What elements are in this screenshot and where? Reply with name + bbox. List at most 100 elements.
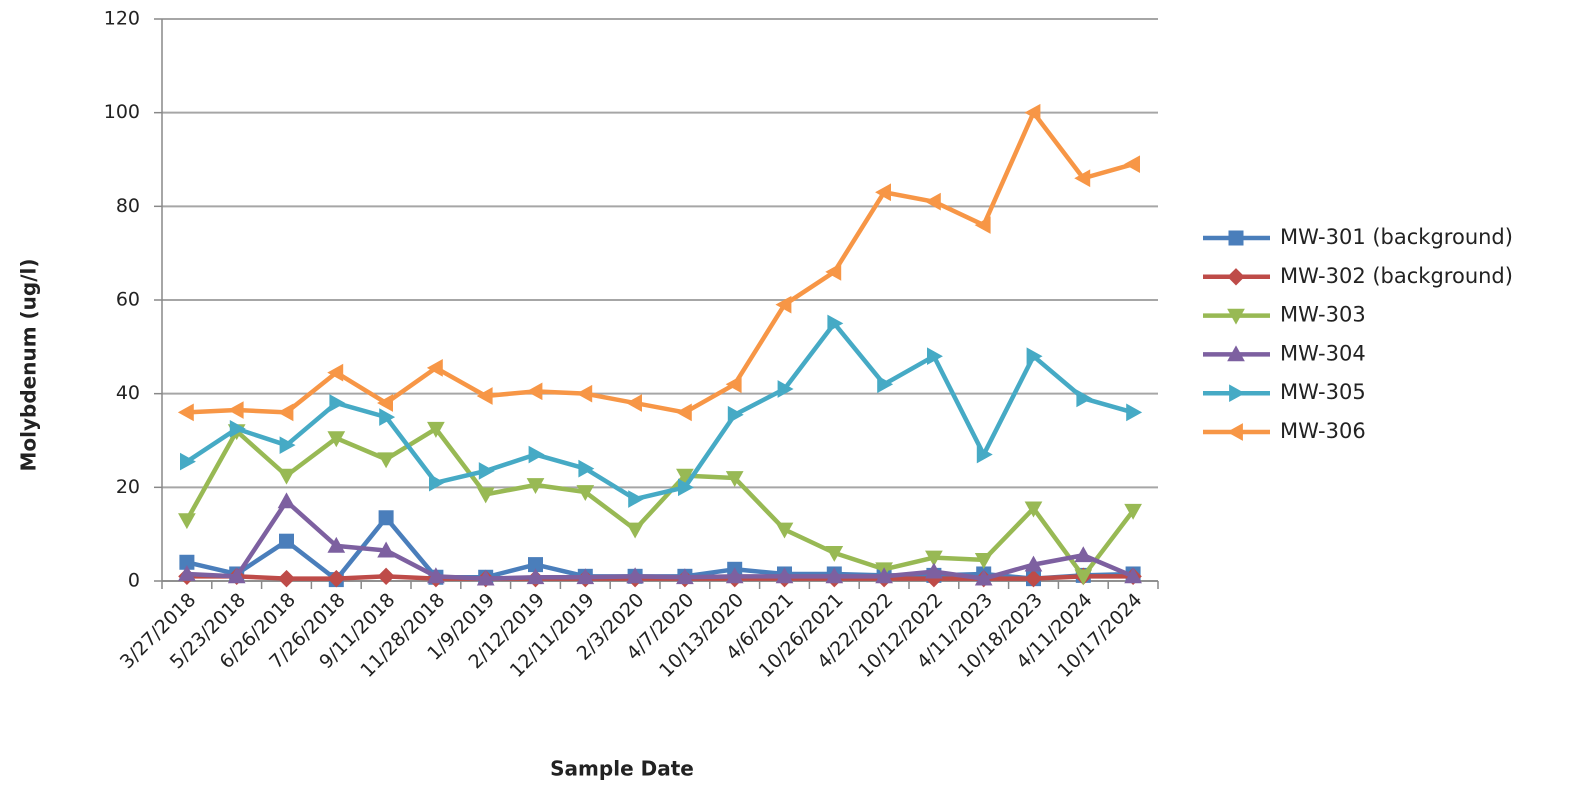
data-point [429,473,445,492]
data-point [279,533,294,549]
data-point [678,478,694,497]
data-point [377,567,395,586]
data-point [377,541,395,558]
legend-label: MW-306 [1280,419,1366,443]
data-point [725,471,744,487]
data-point [576,485,595,502]
y-tick-label: 80 [116,195,140,217]
legend-marker [1228,230,1244,246]
data-point [725,567,744,584]
data-point [578,459,595,478]
data-point [676,568,694,585]
data-point [526,568,545,585]
data-point [180,452,196,471]
data-point [775,295,792,314]
legend-label: MW-305 [1280,380,1366,404]
data-point [1024,103,1041,122]
data-point [825,567,844,584]
y-tick-label: 120 [104,8,140,30]
y-tick-label: 60 [116,289,140,311]
data-point [478,462,495,480]
data-point [576,568,595,585]
data-point [927,347,943,366]
legend-marker [1227,308,1245,325]
data-point [528,445,545,464]
legend-marker [1227,268,1245,286]
data-point [727,405,744,424]
data-point [775,522,794,539]
data-point [925,550,943,567]
data-point [327,536,346,553]
data-point [377,394,393,412]
data-point [875,567,893,584]
data-point [327,363,344,382]
data-point [976,445,993,464]
series-line [186,110,1134,415]
data-point [277,403,294,422]
y-tick-label: 100 [104,101,140,123]
data-point [675,403,692,422]
data-point [378,510,394,526]
data-point [875,183,891,202]
y-tick-label: 40 [116,382,140,404]
series-line [186,499,1134,581]
data-point [628,490,645,508]
data-point [476,569,495,586]
x-axis-title: Sample Date [550,757,694,781]
data-point [576,384,593,403]
data-point [1026,347,1043,366]
data-point [827,314,844,333]
data-point [277,492,296,509]
legend-label: MW-304 [1280,341,1366,365]
data-point [1124,503,1142,520]
data-point [427,421,445,438]
data-point [277,569,296,588]
data-point [327,431,346,448]
data-point [676,468,694,485]
data-point [777,380,794,398]
data-point [925,562,943,579]
series-line [185,321,1134,502]
data-point [227,567,246,584]
data-point [825,263,842,281]
legend-marker [1226,423,1243,441]
data-point [1024,501,1043,518]
y-tick-label: 0 [128,570,140,592]
data-point [1074,569,1093,586]
y-tick-label: 20 [116,476,140,498]
data-point [924,192,941,211]
legend-marker [1227,345,1245,362]
data-point [526,478,545,495]
series-line [184,426,1135,579]
data-point [178,564,196,581]
data-point [1024,555,1043,572]
data-point [178,513,196,530]
data-point [626,394,642,412]
data-point [476,487,495,504]
data-point [1074,169,1091,188]
data-point [277,468,296,485]
data-point [327,569,346,588]
data-point [825,546,844,562]
data-point [329,394,346,412]
data-point [1074,546,1093,563]
data-point [426,359,443,377]
data-point [526,382,543,401]
data-point [974,569,993,586]
data-point [877,375,894,394]
data-point [379,408,396,426]
data-point [974,216,991,234]
data-point [626,567,644,584]
data-point [1076,389,1093,408]
legend-label: MW-302 (background) [1280,264,1513,288]
data-point [1024,569,1043,588]
data-point [177,403,194,422]
data-point [229,419,246,438]
data-point [279,436,296,455]
data-point [974,553,993,569]
data-point [1124,155,1140,174]
legend-marker [1229,384,1246,403]
legend-label: MW-301 (background) [1280,225,1513,249]
legend-label: MW-303 [1280,303,1366,327]
